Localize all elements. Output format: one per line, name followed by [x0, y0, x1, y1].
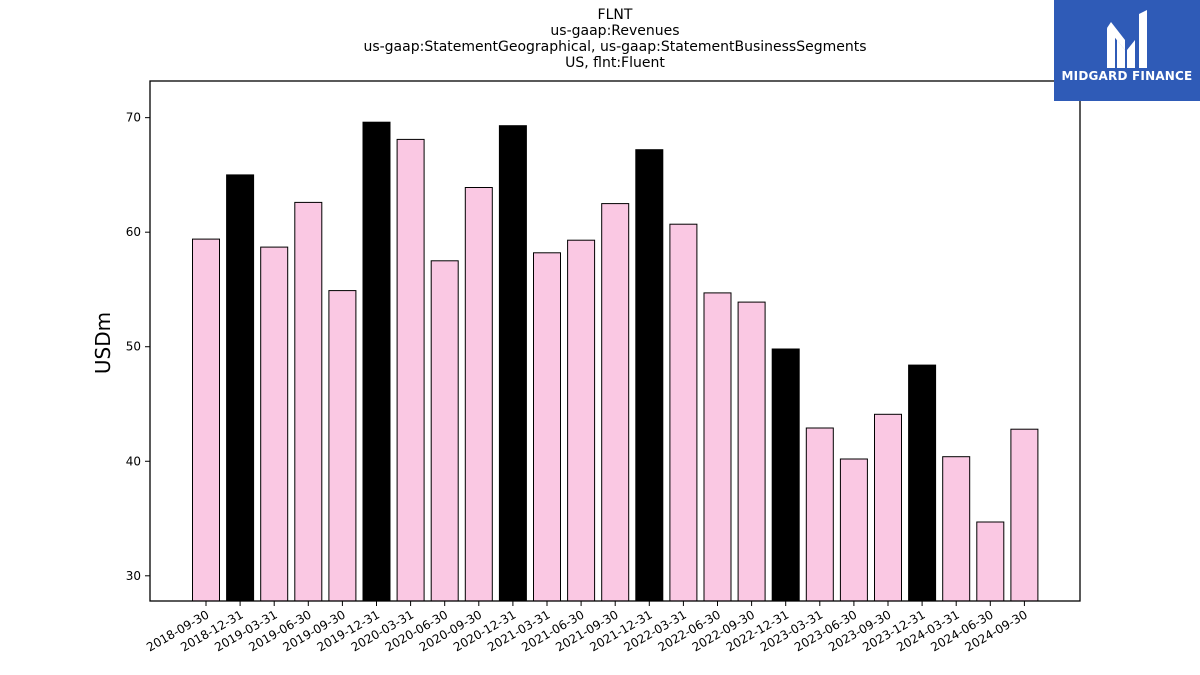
bar	[328, 290, 357, 602]
bar	[533, 252, 561, 602]
bar	[567, 239, 596, 602]
chart-title-members: US, flnt:Fluent	[565, 55, 665, 71]
chart-title-ticker: FLNT	[597, 7, 633, 23]
bar	[942, 456, 971, 602]
bar	[396, 138, 425, 602]
bar	[805, 427, 834, 602]
bar	[771, 348, 800, 602]
logo-text: MIDGARD FINANCE	[1061, 69, 1193, 83]
y-axis-label: USDm	[91, 312, 115, 374]
bar	[703, 292, 732, 602]
midgard-logo-icon	[1107, 10, 1147, 68]
y-tick-label: 60	[126, 225, 141, 239]
bar	[635, 149, 664, 602]
y-tick-label: 70	[126, 111, 141, 125]
y-tick-label: 30	[126, 569, 141, 583]
chart-title-axes: us-gaap:StatementGeographical, us-gaap:S…	[363, 39, 867, 55]
bar	[294, 201, 323, 602]
bar	[192, 238, 220, 602]
midgard-finance-logo: MIDGARD FINANCE	[1054, 0, 1200, 101]
chart-title-block: FLNT us-gaap:Revenues us-gaap:StatementG…	[150, 7, 1080, 71]
bar	[976, 521, 1005, 602]
chart-title-concept: us-gaap:Revenues	[550, 23, 680, 39]
bar	[874, 413, 902, 602]
bar	[839, 458, 868, 602]
bar	[362, 121, 391, 602]
y-tick-label: 40	[126, 454, 141, 468]
bar	[601, 203, 630, 602]
bar	[498, 125, 527, 602]
bar	[737, 301, 766, 602]
bar	[669, 223, 698, 602]
bar	[464, 187, 493, 602]
bar	[430, 260, 459, 602]
bar	[260, 246, 289, 602]
y-tick-label: 50	[126, 340, 141, 354]
bar	[226, 174, 255, 602]
bar	[1010, 428, 1039, 602]
bar	[908, 364, 937, 602]
